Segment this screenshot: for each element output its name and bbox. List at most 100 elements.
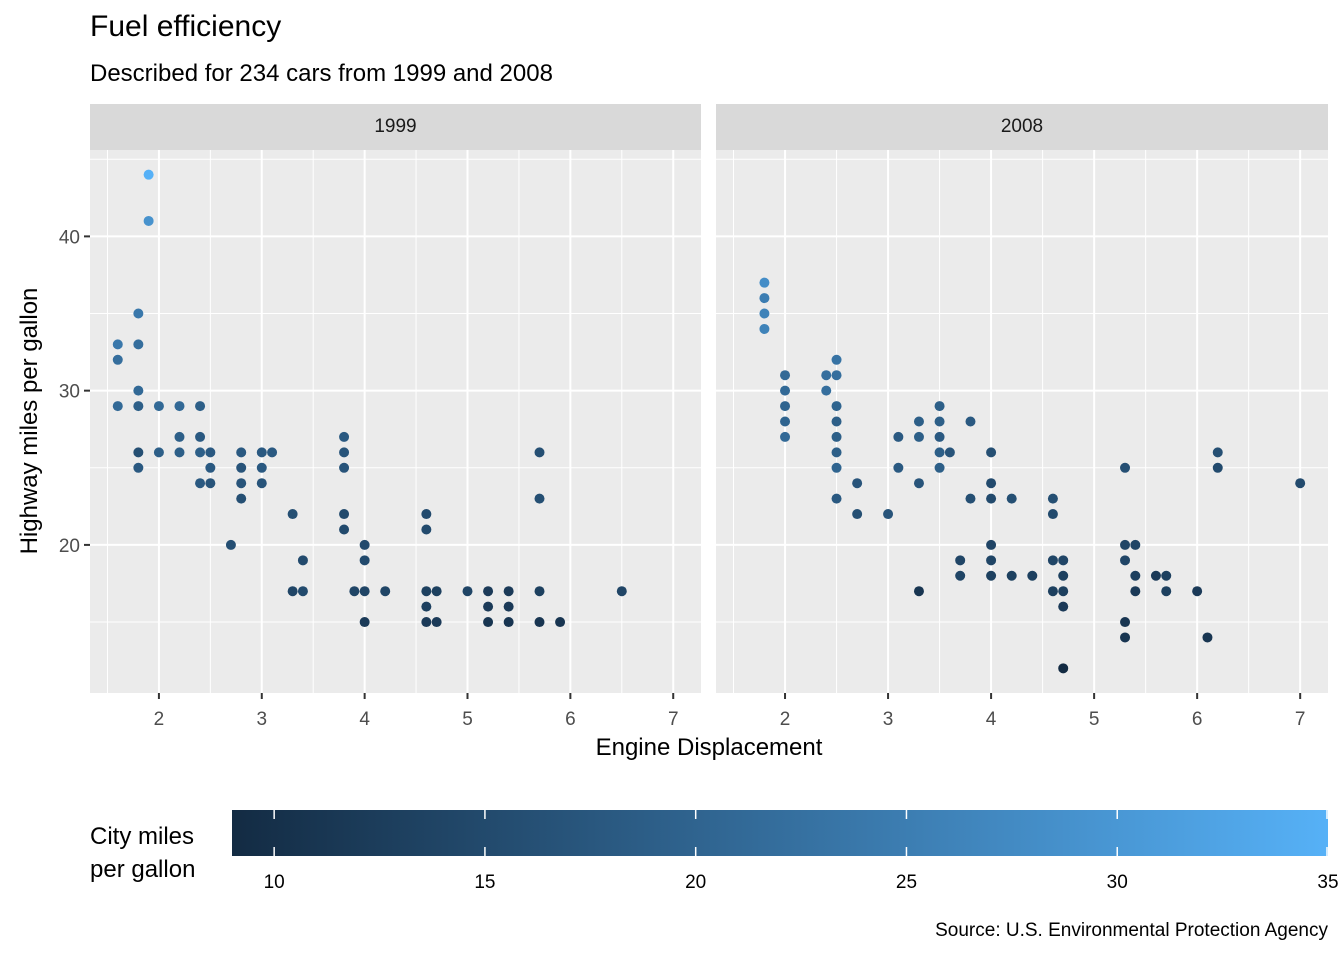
data-point — [256, 447, 267, 458]
data-point — [1058, 663, 1069, 674]
data-point — [1295, 478, 1306, 489]
colorbar-tick-label: 20 — [685, 872, 706, 893]
data-point — [831, 370, 842, 381]
data-point — [339, 524, 350, 535]
data-point — [133, 385, 144, 396]
data-point — [955, 570, 966, 581]
data-point — [359, 539, 370, 550]
data-point — [616, 586, 627, 597]
x-tick-label: 4 — [986, 709, 997, 730]
data-point — [555, 617, 566, 628]
y-tick-label: 30 — [59, 382, 80, 403]
data-point — [1006, 493, 1017, 504]
data-point — [256, 478, 267, 489]
colorbar-gradient — [232, 810, 1328, 856]
data-point — [112, 401, 123, 412]
data-point — [1120, 555, 1131, 566]
data-point — [236, 478, 247, 489]
data-point — [431, 586, 442, 597]
data-point — [339, 462, 350, 473]
chart-caption: Source: U.S. Environmental Protection Ag… — [935, 920, 1328, 941]
data-point — [153, 447, 164, 458]
data-point — [297, 586, 308, 597]
x-tick-label: 3 — [256, 709, 267, 730]
data-point — [534, 493, 545, 504]
data-point — [1120, 539, 1131, 550]
data-point — [1212, 462, 1223, 473]
y-tick-label: 20 — [59, 536, 80, 557]
data-point — [1130, 539, 1141, 550]
data-point — [287, 509, 298, 520]
data-point — [1047, 586, 1058, 597]
data-point — [236, 447, 247, 458]
data-point — [1027, 570, 1038, 581]
facet-panel-2008: 2 3 4 5 6 7 — [716, 150, 1328, 730]
data-point — [934, 401, 945, 412]
x-axis-label: Engine Displacement — [595, 734, 823, 761]
x-tick-label: 6 — [1192, 709, 1203, 730]
data-point — [153, 401, 164, 412]
data-point — [297, 555, 308, 566]
y-tick-label: 40 — [59, 227, 80, 248]
data-point — [934, 416, 945, 427]
data-point — [1047, 493, 1058, 504]
data-point — [503, 586, 514, 597]
data-point — [359, 555, 370, 566]
data-point — [133, 308, 144, 319]
data-point — [1161, 570, 1172, 581]
data-point — [986, 539, 997, 550]
y-axis-label: Highway miles per gallon — [16, 287, 43, 555]
data-point — [174, 401, 185, 412]
panel-background — [90, 150, 701, 693]
data-point — [195, 401, 206, 412]
data-point — [133, 462, 144, 473]
colorbar-tick-label: 30 — [1107, 872, 1128, 893]
legend-tick-labels: 10 15 20 25 30 35 — [264, 872, 1339, 893]
data-point — [359, 586, 370, 597]
data-point — [205, 447, 216, 458]
data-point — [287, 586, 298, 597]
data-point — [1058, 555, 1069, 566]
data-point — [339, 431, 350, 442]
data-point — [1120, 617, 1131, 628]
data-point — [934, 431, 945, 442]
data-point — [1058, 601, 1069, 612]
data-point — [483, 601, 494, 612]
data-point — [483, 586, 494, 597]
chart-subtitle: Described for 234 cars from 1999 and 200… — [90, 60, 553, 87]
data-point — [831, 401, 842, 412]
data-point — [339, 509, 350, 520]
data-point — [780, 370, 791, 381]
data-point — [256, 462, 267, 473]
data-point — [421, 586, 432, 597]
data-point — [831, 447, 842, 458]
x-tick-label: 5 — [462, 709, 473, 730]
x-tick-label: 6 — [565, 709, 576, 730]
colorbar-tick-label: 25 — [896, 872, 917, 893]
data-point — [986, 570, 997, 581]
data-point — [174, 447, 185, 458]
data-point — [1058, 586, 1069, 597]
data-point — [236, 462, 247, 473]
x-tick-label: 7 — [668, 709, 679, 730]
data-point — [780, 416, 791, 427]
data-point — [1120, 632, 1131, 643]
data-point — [780, 431, 791, 442]
data-point — [780, 385, 791, 396]
data-point — [780, 401, 791, 412]
data-point — [143, 215, 154, 226]
data-point — [913, 586, 924, 597]
data-point — [1150, 570, 1161, 581]
facet-panel-1999: 2 3 4 5 6 7 — [90, 150, 701, 730]
data-point — [883, 509, 894, 520]
data-point — [421, 601, 432, 612]
x-tick-label: 2 — [154, 709, 165, 730]
data-point — [944, 447, 955, 458]
legend-title: City miles per gallon — [90, 823, 196, 883]
data-point — [195, 447, 206, 458]
data-point — [1047, 555, 1058, 566]
data-point — [821, 385, 832, 396]
data-point — [759, 308, 770, 319]
data-point — [1130, 570, 1141, 581]
data-point — [174, 431, 185, 442]
